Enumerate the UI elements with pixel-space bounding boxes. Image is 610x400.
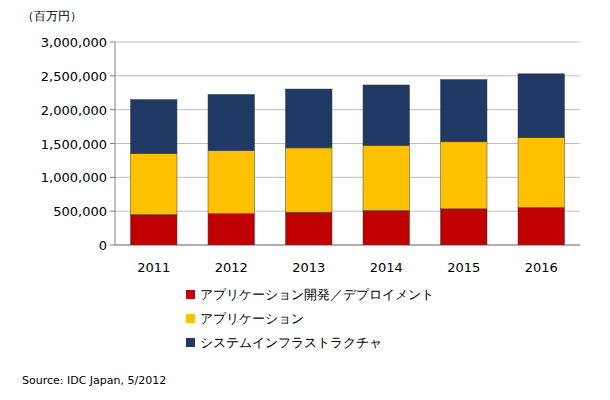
- tick-mark: [110, 245, 115, 246]
- bar-segment: [286, 212, 333, 245]
- grid-line: [115, 245, 580, 246]
- bar-segment: [131, 100, 178, 154]
- chart-svg: 0 500,000 1,000,000 1,500,000 2,000,000 2,500…: [0, 0, 610, 400]
- tick-mark: [110, 109, 115, 110]
- tick-mark: [110, 75, 115, 76]
- bar-segment: [441, 80, 488, 142]
- x-tick-label: 2014: [370, 260, 403, 275]
- grid-line: [115, 75, 580, 76]
- tick-mark: [110, 177, 115, 178]
- bar-segment: [131, 215, 178, 245]
- bar-segment: [363, 85, 410, 146]
- y-tick-label: 2,000,000: [41, 103, 107, 118]
- legend-label: アプリケーション: [200, 311, 304, 326]
- legend-label: システムインフラストラクチャ: [200, 335, 382, 350]
- x-tick-label: 2013: [292, 260, 325, 275]
- y-tick-label: 0: [99, 238, 107, 253]
- bar-segment: [518, 207, 565, 245]
- bar-segment: [518, 74, 565, 138]
- tick-mark: [110, 143, 115, 144]
- y-tick-label: 500,000: [53, 204, 107, 219]
- y-tick-label: 1,500,000: [41, 137, 107, 152]
- grid-line: [115, 143, 580, 144]
- source-note: Source: IDC Japan, 5/2012: [22, 374, 166, 387]
- bar-segment: [441, 209, 488, 245]
- grid-line: [115, 177, 580, 178]
- bar-segment: [131, 154, 178, 215]
- legend-swatch: [186, 338, 195, 347]
- bar-segment: [208, 214, 255, 245]
- x-axis-line: [115, 245, 580, 246]
- x-tick-label: 2016: [525, 260, 558, 275]
- x-tick-label: 2011: [137, 260, 170, 275]
- bar-segment: [286, 89, 333, 148]
- bar-segment: [518, 138, 565, 208]
- y-tick-label: 3,000,000: [41, 35, 107, 50]
- grid-line: [115, 211, 580, 212]
- y-tick-label: 2,500,000: [41, 69, 107, 84]
- x-tick-label: 2015: [447, 260, 480, 275]
- legend-label: アプリケーション開発／デプロイメント: [200, 287, 434, 302]
- legend-swatch: [186, 290, 195, 299]
- bars: [131, 74, 565, 245]
- bar-segment: [441, 142, 488, 209]
- y-tick-label: 1,000,000: [41, 170, 107, 185]
- tick-mark: [110, 211, 115, 212]
- x-tick-label: 2012: [215, 260, 248, 275]
- bar-segment: [286, 148, 333, 212]
- bar-segment: [363, 146, 410, 211]
- bar-segment: [208, 151, 255, 214]
- legend-swatch: [186, 314, 195, 323]
- tick-mark: [110, 42, 115, 43]
- grid-line: [115, 109, 580, 110]
- bar-segment: [363, 210, 410, 245]
- chart-container: 0 500,000 1,000,000 1,500,000 2,000,000 2,500…: [0, 0, 610, 400]
- y-axis-label: （百万円）: [22, 9, 82, 23]
- y-axis-line: [115, 42, 116, 245]
- grid-line: [115, 42, 580, 43]
- bar-segment: [208, 94, 255, 150]
